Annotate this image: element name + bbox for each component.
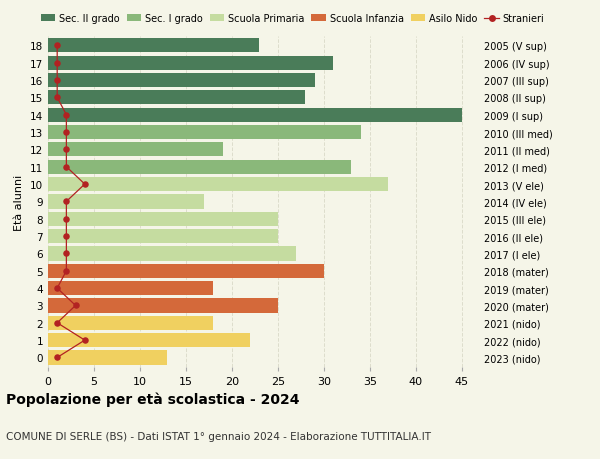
Bar bbox=[48, 143, 223, 157]
Point bbox=[52, 285, 62, 292]
Point bbox=[52, 95, 62, 102]
Point bbox=[62, 129, 71, 136]
Bar bbox=[48, 333, 250, 347]
Bar bbox=[48, 247, 296, 261]
Bar bbox=[48, 212, 278, 226]
Text: Popolazione per età scolastica - 2024: Popolazione per età scolastica - 2024 bbox=[6, 392, 299, 406]
Point bbox=[52, 77, 62, 84]
Point bbox=[80, 337, 89, 344]
Bar bbox=[48, 281, 214, 296]
Bar bbox=[48, 160, 352, 174]
Point bbox=[62, 146, 71, 154]
Bar bbox=[48, 56, 333, 71]
Point bbox=[52, 354, 62, 361]
Bar bbox=[48, 299, 278, 313]
Bar bbox=[48, 91, 305, 105]
Legend: Sec. II grado, Sec. I grado, Scuola Primaria, Scuola Infanzia, Asilo Nido, Stran: Sec. II grado, Sec. I grado, Scuola Prim… bbox=[41, 14, 545, 24]
Bar bbox=[48, 195, 204, 209]
Point bbox=[62, 112, 71, 119]
Bar bbox=[48, 230, 278, 244]
Point bbox=[62, 233, 71, 240]
Bar bbox=[48, 39, 259, 53]
Y-axis label: Età alunni: Età alunni bbox=[14, 174, 25, 230]
Bar bbox=[48, 108, 461, 123]
Bar bbox=[48, 316, 214, 330]
Bar bbox=[48, 178, 388, 192]
Bar bbox=[48, 351, 167, 365]
Point bbox=[80, 181, 89, 188]
Bar bbox=[48, 264, 324, 278]
Point bbox=[62, 198, 71, 206]
Point bbox=[62, 216, 71, 223]
Point bbox=[71, 302, 80, 309]
Bar bbox=[48, 74, 314, 88]
Point bbox=[52, 43, 62, 50]
Point bbox=[62, 250, 71, 257]
Point bbox=[52, 319, 62, 327]
Text: COMUNE DI SERLE (BS) - Dati ISTAT 1° gennaio 2024 - Elaborazione TUTTITALIA.IT: COMUNE DI SERLE (BS) - Dati ISTAT 1° gen… bbox=[6, 431, 431, 441]
Bar bbox=[48, 126, 361, 140]
Point bbox=[62, 164, 71, 171]
Point bbox=[62, 268, 71, 275]
Point bbox=[52, 60, 62, 67]
